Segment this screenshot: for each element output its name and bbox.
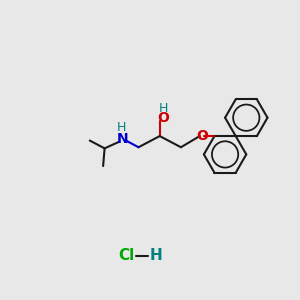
Text: O: O bbox=[157, 111, 169, 125]
Text: H: H bbox=[149, 248, 162, 263]
Text: H: H bbox=[116, 121, 126, 134]
Text: O: O bbox=[196, 129, 208, 143]
Text: Cl: Cl bbox=[118, 248, 135, 263]
Text: N: N bbox=[117, 132, 128, 146]
Text: H: H bbox=[159, 102, 168, 115]
